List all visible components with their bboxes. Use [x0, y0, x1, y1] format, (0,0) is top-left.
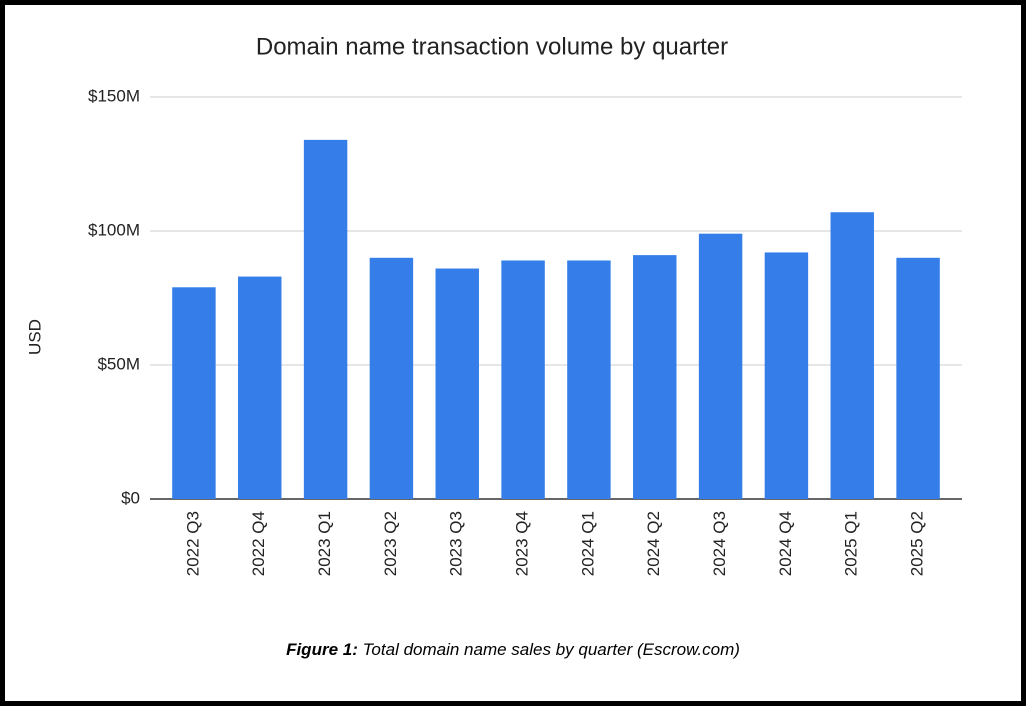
bar — [172, 287, 216, 499]
caption-label: Figure 1: — [286, 640, 358, 659]
bar — [435, 268, 479, 499]
chart-title: Domain name transaction volume by quarte… — [256, 33, 728, 60]
x-tick-label: 2025 Q1 — [842, 511, 861, 576]
bar — [369, 257, 414, 499]
x-tick-label: 2025 Q2 — [908, 511, 927, 576]
bar — [633, 255, 677, 499]
bar — [238, 276, 282, 499]
bar — [501, 260, 545, 499]
x-tick-label: 2023 Q4 — [513, 511, 532, 576]
y-tick-label: $50M — [97, 354, 140, 373]
x-tick-label: 2024 Q1 — [578, 511, 597, 576]
x-tick-label: 2024 Q3 — [710, 511, 729, 576]
bar — [303, 139, 348, 499]
bar — [896, 257, 940, 499]
x-tick-label: 2023 Q1 — [315, 511, 334, 576]
bar — [764, 252, 809, 499]
x-tick-label: 2024 Q4 — [776, 511, 795, 576]
x-tick-label: 2024 Q2 — [644, 511, 663, 576]
caption-text: Total domain name sales by quarter (Escr… — [362, 640, 740, 659]
y-axis-label: USD — [25, 319, 44, 355]
x-tick-label: 2023 Q2 — [381, 511, 400, 576]
caption: Figure 1: Total domain name sales by qua… — [0, 640, 1026, 660]
x-tick-label: 2023 Q3 — [447, 511, 466, 576]
y-tick-label: $150M — [88, 86, 140, 105]
y-tick-label: $100M — [88, 220, 140, 239]
x-tick-label: 2022 Q3 — [183, 511, 202, 576]
x-tick-label: 2022 Q4 — [249, 511, 268, 576]
y-tick-label: $0 — [121, 488, 140, 507]
bar — [698, 233, 743, 499]
bar — [567, 260, 611, 499]
bar — [830, 212, 874, 500]
